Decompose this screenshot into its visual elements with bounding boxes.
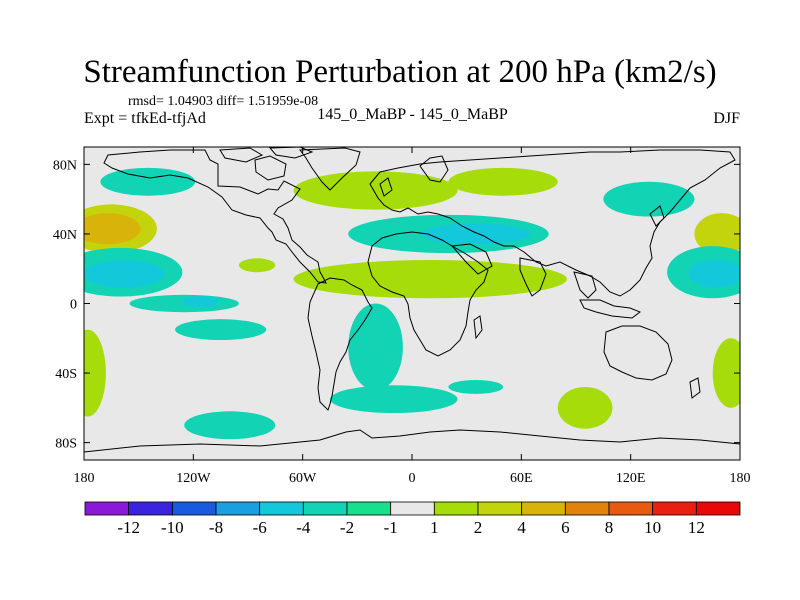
coastlines [84, 147, 740, 453]
contour-region-16 [348, 303, 403, 391]
x-tick-label-4: 60E [510, 471, 533, 486]
case-names: 145_0_MaBP - 145_0_MaBP [317, 106, 508, 123]
contour-region-13 [421, 223, 531, 245]
colorbar-swatch-7 [390, 501, 435, 516]
chart-title: Streamfunction Perturbation at 200 hPa (… [83, 54, 717, 90]
contour-region-23 [688, 260, 740, 288]
colorbar-swatch-10 [521, 501, 566, 516]
contour-region-21 [694, 213, 740, 255]
contour-region-11 [448, 167, 558, 196]
colorbar-swatch-5 [302, 501, 348, 516]
y-tick-label-2: 0 [70, 298, 77, 313]
colorbar-swatch-12 [608, 501, 654, 516]
colorbar: -12 -10 -8 -6 -4 -2 -1 1 2 4 6 8 10 12 [84, 501, 741, 537]
x-tick-label-2: 60W [289, 471, 317, 486]
colorbar-label-7: 1 [430, 518, 439, 537]
coastline-arabia [450, 243, 493, 275]
colorbar-swatch-2 [171, 501, 217, 516]
colorbar-label-0: -12 [117, 518, 140, 537]
contour-region-2 [84, 213, 141, 245]
colorbar-swatch-4 [259, 501, 304, 516]
coastline-south-america [307, 277, 373, 411]
y-tick-label-4: 80S [55, 437, 77, 452]
experiment-label: Expt = tfkEd-tfjAd [84, 110, 206, 127]
colorbar-label-11: 8 [605, 518, 614, 537]
season-label: DJF [713, 110, 740, 127]
contour-region-0 [100, 167, 196, 196]
coastline-indonesia [579, 299, 642, 319]
colorbar-swatch-14 [695, 501, 741, 516]
colorbar-swatch-1 [128, 501, 173, 516]
contour-region-8 [84, 329, 106, 417]
x-tick-label-5: 120E [616, 471, 646, 486]
contour-region-10 [293, 171, 458, 210]
contour-region-18 [448, 380, 504, 394]
colorbar-label-5: -2 [340, 518, 354, 537]
coastline-australia [603, 325, 673, 381]
x-tick-label-6: 180 [730, 471, 751, 486]
colorbar-label-3: -6 [253, 518, 267, 537]
colorbar-label-1: -10 [161, 518, 184, 537]
colorbar-swatch-6 [346, 501, 392, 516]
rmsd-diff-stats: rmsd= 1.04903 diff= 1.51959e-08 [128, 94, 319, 109]
contour-region-15 [238, 258, 276, 273]
coastline-madagascar [473, 315, 483, 340]
colorbar-label-2: -8 [209, 518, 223, 537]
colorbar-label-8: 2 [474, 518, 483, 537]
coastline-greenland [299, 147, 361, 191]
axes: 180 120W 60W 0 60E 120E 180 80N 40N 0 40S 80S [53, 147, 751, 486]
colorbar-swatch-0 [84, 501, 130, 516]
coastline-eurasia [369, 149, 736, 297]
colorbar-label-10: 6 [561, 518, 570, 537]
colorbar-swatch-13 [652, 501, 697, 516]
contour-region-7 [175, 319, 267, 341]
coastline-india [519, 257, 547, 297]
coastline-hudson-bay [254, 155, 287, 181]
colorbar-swatch-3 [215, 501, 261, 516]
colorbar-label-9: 4 [517, 518, 526, 537]
coastline-scandinavia [419, 155, 449, 183]
colorbar-label-6: -1 [384, 518, 398, 537]
colorbar-label-4: -4 [296, 518, 311, 537]
colorbar-swatch-9 [477, 501, 523, 516]
x-tick-label-0: 180 [74, 471, 95, 486]
y-tick-label-0: 80N [53, 158, 77, 173]
coastline-new-zealand [689, 377, 701, 399]
contour-region-24 [712, 338, 740, 408]
contour-region-14 [293, 260, 567, 299]
contour-region-19 [557, 386, 613, 429]
contour-region-17 [330, 385, 458, 414]
contour-region-9 [184, 411, 276, 440]
y-tick-label-3: 40S [55, 367, 77, 382]
contour-region-20 [603, 181, 695, 217]
colorbar-swatch-11 [564, 501, 610, 516]
colorbar-label-12: 10 [644, 518, 661, 537]
coastline-indochina [573, 271, 597, 299]
x-tick-label-1: 120W [176, 471, 211, 486]
coastline-north-america [103, 149, 327, 284]
coastline-africa [367, 231, 489, 357]
coastline-britain [379, 177, 393, 197]
x-tick-label-3: 0 [409, 471, 416, 486]
colorbar-label-13: 12 [688, 518, 705, 537]
contour-region-4 [84, 260, 165, 288]
y-tick-label-1: 40N [53, 228, 77, 243]
colorbar-swatch-8 [433, 501, 479, 516]
coastline-antarctica [84, 429, 740, 453]
contour-region-6 [182, 296, 219, 307]
coastline-japan [649, 205, 665, 227]
